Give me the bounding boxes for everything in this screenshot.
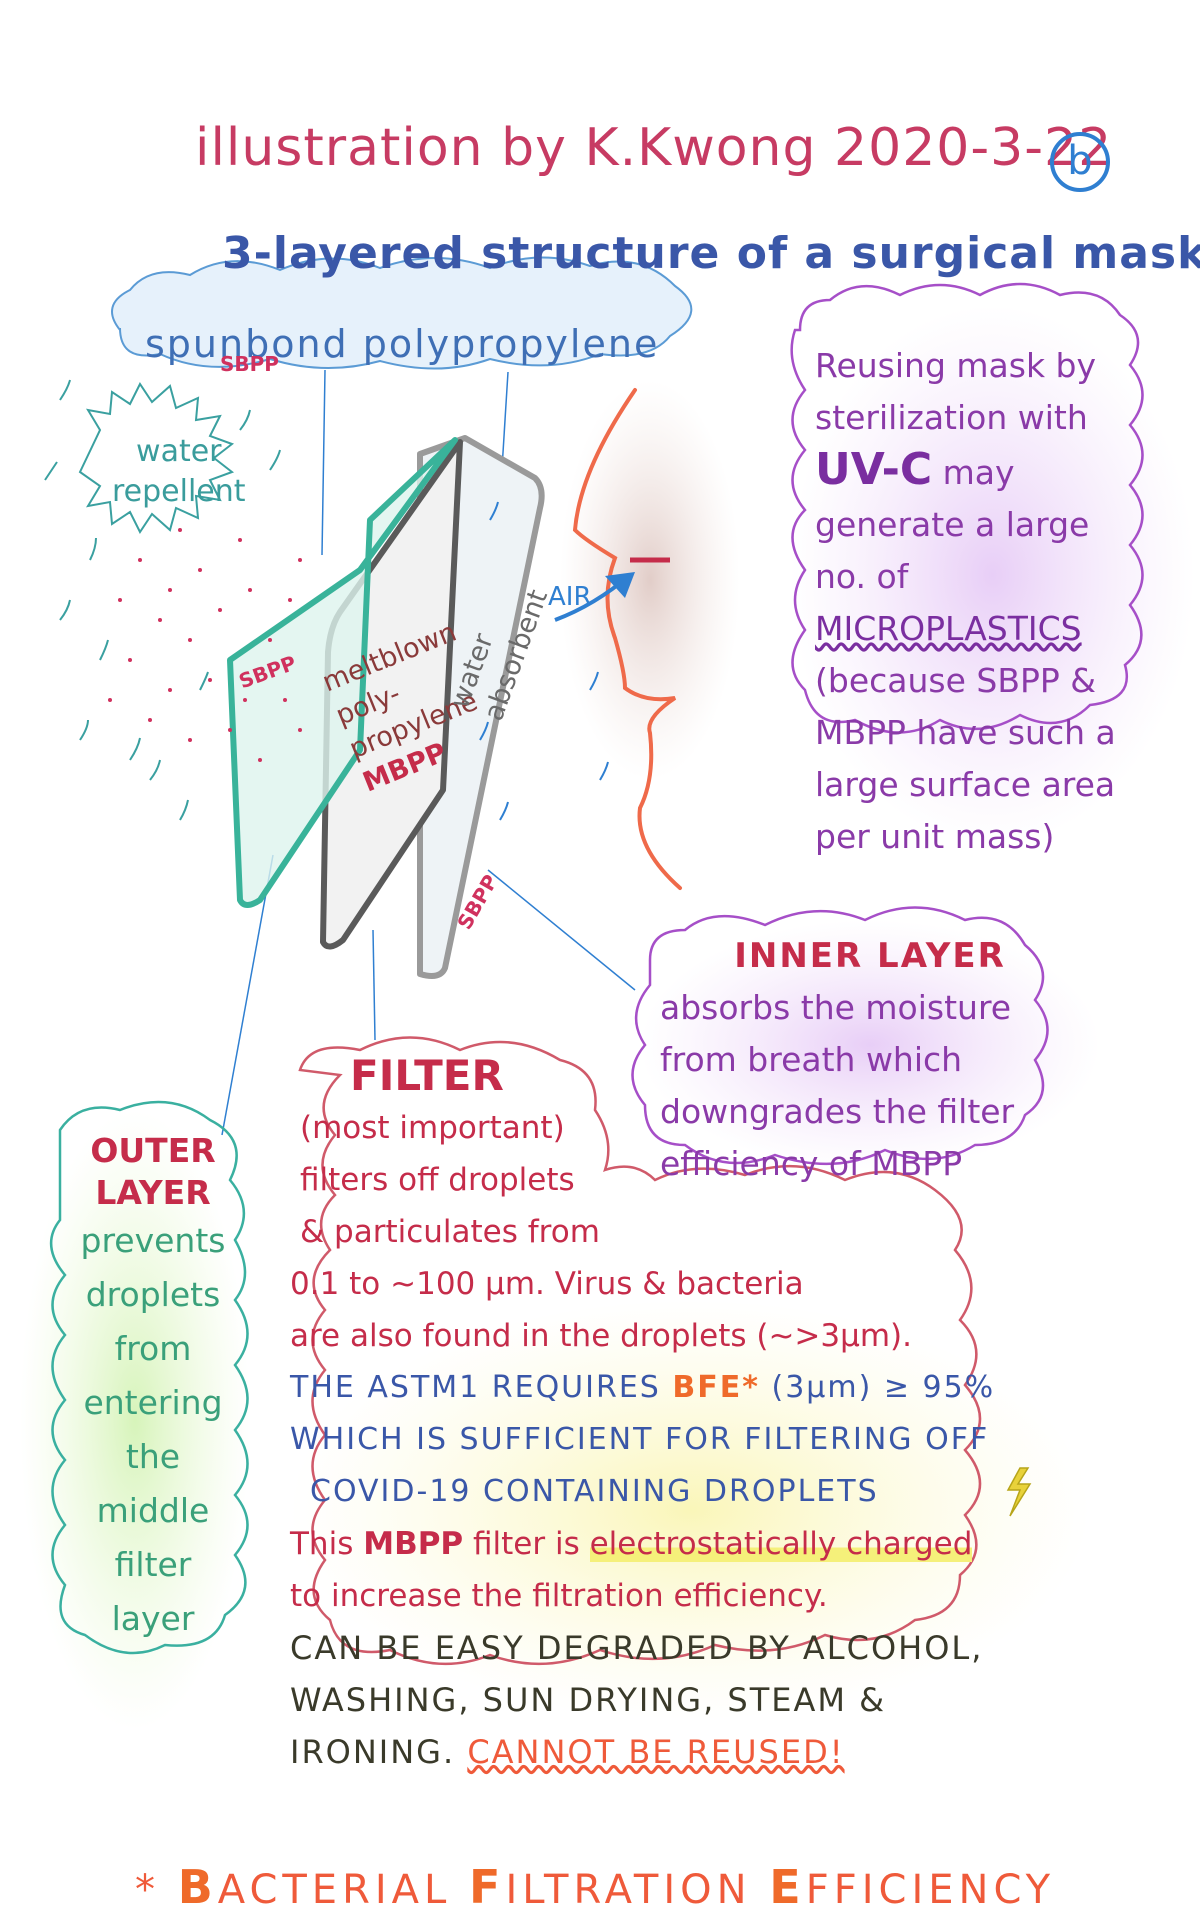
filter-cloud [298, 1036, 982, 1666]
inner-layer-cloud [631, 906, 1049, 1166]
page-title: illustration by K.Kwong 2020-3-22 [195, 118, 1113, 178]
sbpp-cloud [111, 256, 693, 370]
version-badge: b [1050, 132, 1110, 192]
filter-note: FILTER (most important) filters off drop… [290, 1050, 1080, 1778]
water-repellent-cloud [78, 382, 235, 534]
outer-layer-cloud [49, 1100, 249, 1655]
inner-layer-heading: INNER LAYER [734, 936, 1006, 976]
face-profile [572, 388, 682, 890]
reuse-cloud [790, 282, 1144, 734]
filter-heading: FILTER [350, 1051, 504, 1100]
cannot-reuse-warning: CANNOT BE REUSED! [467, 1733, 845, 1771]
lightning-icon [1006, 1467, 1032, 1517]
bfe-label: BFE* [672, 1370, 760, 1405]
reuse-note: Reusing mask by sterilization with UV-C … [815, 346, 1116, 856]
water-repellent-label: water repellent [112, 434, 246, 509]
sbpp-cloud-label: spunbond polypropylene [145, 322, 660, 366]
outer-layer-heading-2: LAYER [95, 1173, 211, 1212]
footnote: * BACTERIAL FILTRATION EFFICIENCY [135, 1860, 1056, 1914]
uvc-label: UV-C [815, 444, 933, 495]
microplastics-label: MICROPLASTICS [815, 609, 1082, 648]
outer-layer-note: OUTER LAYER prevents droplets from enter… [78, 1130, 228, 1646]
outer-layer-sheet [227, 437, 458, 908]
outer-layer-heading-1: OUTER [90, 1131, 216, 1170]
inner-layer-note: INNER LAYER absorbs the moisture from br… [660, 930, 1080, 1190]
electrostatic-highlight: electrostatically charged [589, 1526, 973, 1562]
page-subtitle: 3-layered structure of a surgical mask [222, 228, 1200, 279]
sbpp-abbr: SBPP [220, 352, 279, 376]
air-label: AIR [548, 582, 592, 612]
